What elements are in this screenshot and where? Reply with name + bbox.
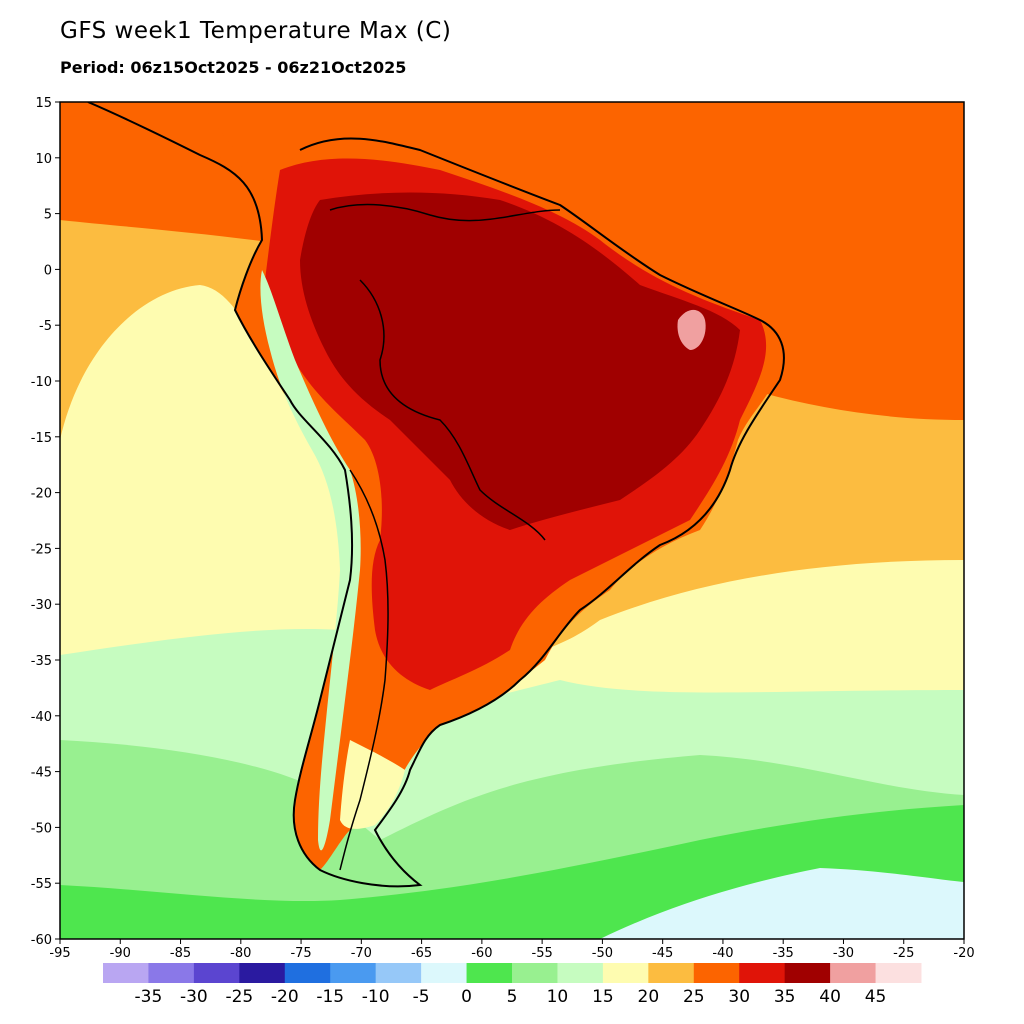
colorbar-label: 40 [819, 987, 841, 1007]
y-tick-label: -40 [31, 710, 52, 725]
colorbar-label: 35 [774, 987, 796, 1007]
colorbar-label: -25 [225, 987, 253, 1007]
colorbar-label: 10 [547, 987, 569, 1007]
y-tick-label: -50 [31, 821, 52, 836]
y-axis: 15 10 5 0 -5 -10 -15 -20 -25 -30 -35 -40 -45 -50 -55 -6… [31, 96, 60, 948]
y-tick-label: -5 [39, 319, 52, 334]
colorbar-swatch [784, 963, 831, 983]
colorbar-swatch [103, 963, 149, 983]
x-tick-label: -75 [290, 946, 311, 961]
colorbar-label: 25 [683, 987, 705, 1007]
x-tick-label: -80 [230, 946, 251, 961]
colorbar-swatch [148, 963, 195, 983]
andes-cool-strip [260, 270, 361, 851]
y-tick-label: -55 [31, 877, 52, 892]
x-tick-label: -60 [471, 946, 492, 961]
y-tick-label: 15 [35, 96, 52, 111]
y-tick-label: -20 [31, 487, 52, 502]
colorbar-swatch [375, 963, 422, 983]
y-tick-label: -25 [31, 542, 52, 557]
x-tick-label: -20 [953, 946, 974, 961]
y-tick-label: -45 [31, 766, 52, 781]
y-tick-label: -15 [31, 431, 52, 446]
colorbar-swatch [512, 963, 558, 983]
map-title: GFS week1 Temperature Max (C) [60, 18, 452, 44]
colorbar-label: 15 [592, 987, 614, 1007]
band-0 [600, 868, 964, 939]
colorbar-swatch [739, 963, 786, 983]
y-tick-label: -35 [31, 654, 52, 669]
hot-spot-45 [677, 309, 706, 350]
colorbar-label: -5 [413, 987, 430, 1007]
colorbar-swatch [830, 963, 877, 983]
colorbar-label: 0 [461, 987, 472, 1007]
colorbar-swatch [239, 963, 286, 983]
colorbar-label: 5 [507, 987, 518, 1007]
colorbar-label: 45 [865, 987, 887, 1007]
colorbar-label: -35 [135, 987, 163, 1007]
border-andes [339, 469, 389, 871]
y-tick-label: 5 [44, 208, 52, 223]
colorbar-label: -10 [362, 987, 390, 1007]
colorbar-swatch [648, 963, 695, 983]
x-tick-label: -95 [49, 946, 70, 961]
colorbar-swatch [421, 963, 468, 983]
colorbar-label: 30 [728, 987, 750, 1007]
colorbar-swatch [466, 963, 513, 983]
colorbar-swatch [193, 963, 240, 983]
x-tick-label: -25 [893, 946, 914, 961]
coastline-layer [87, 102, 785, 888]
x-tick-label: -30 [833, 946, 854, 961]
x-tick-label: -40 [712, 946, 733, 961]
patagonia-20 [340, 740, 405, 829]
y-tick-label: -30 [31, 598, 52, 613]
x-tick-label: -55 [532, 946, 553, 961]
colorbar-label: -30 [180, 987, 208, 1007]
plot-frame [59, 101, 965, 940]
field-layer [60, 102, 964, 939]
colorbar-label: -15 [316, 987, 344, 1007]
continent-40 [300, 192, 740, 530]
colorbar-label: -20 [271, 987, 299, 1007]
y-tick-label: -10 [31, 375, 52, 390]
colorbar-swatch [875, 963, 922, 983]
y-tick-label: -60 [31, 933, 52, 948]
colorbar-swatch [284, 963, 331, 983]
border-brazil [329, 203, 561, 541]
x-tick-label: -45 [652, 946, 673, 961]
x-axis: -95 -90 -85 -80 -75 -70 -65 -60 -55 -50 -45 -40 -35 -… [49, 939, 975, 961]
x-tick-label: -70 [351, 946, 372, 961]
x-tick-label: -90 [110, 946, 131, 961]
colorbar-label: 20 [638, 987, 660, 1007]
x-tick-label: -35 [773, 946, 794, 961]
period-subtitle: Period: 06z15Oct2025 - 06z21Oct2025 [60, 58, 407, 77]
colorbar: -35 -30 -25 -20 -15 -10 -5 0 5 10 15 20 25 30 35 40 45 [103, 963, 922, 1007]
colorbar-swatch [557, 963, 604, 983]
coastline [87, 102, 785, 888]
x-tick-label: -85 [170, 946, 191, 961]
colorbar-swatch [693, 963, 740, 983]
x-tick-label: -50 [592, 946, 613, 961]
x-tick-label: -65 [411, 946, 432, 961]
y-tick-label: 10 [35, 152, 52, 167]
colorbar-swatch [330, 963, 377, 983]
y-tick-label: 0 [44, 263, 52, 278]
colorbar-swatch [602, 963, 649, 983]
